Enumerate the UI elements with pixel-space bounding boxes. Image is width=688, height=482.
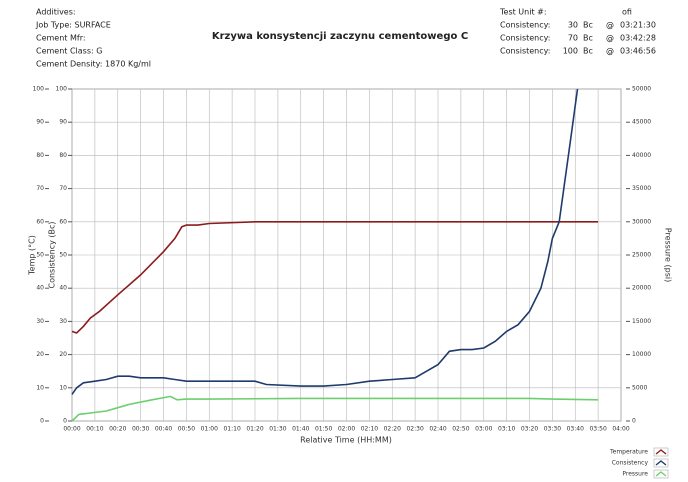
x-tick-label: 03:10	[498, 426, 515, 433]
consistency-value: 30	[568, 21, 578, 30]
series-line	[71, 395, 599, 422]
y-tick-label-inner: 40	[59, 285, 67, 292]
x-tick-label: 01:40	[292, 426, 309, 433]
x-tick-label: 03:30	[544, 426, 561, 433]
consistency-at: @	[606, 47, 614, 56]
y-tick-label: 80	[36, 152, 44, 159]
x-tick-label: 03:40	[567, 426, 584, 433]
y2-tick-label: 20000	[632, 285, 651, 292]
x-tick-label: 00:00	[63, 426, 80, 433]
y2-tick-label: 0	[632, 418, 636, 425]
y-axis-label-inner: Consistency (Bc)	[48, 221, 57, 288]
y-tick-label: 90	[36, 119, 44, 126]
header-field: Additives:	[36, 8, 76, 17]
x-tick-label: 01:30	[269, 426, 286, 433]
x-tick-label: 03:20	[521, 426, 538, 433]
x-tick-label: 04:00	[612, 426, 629, 433]
y2-tick-label: 35000	[632, 185, 651, 192]
consistency-time: 03:46:56	[620, 47, 656, 56]
y2-tick-label: 15000	[632, 318, 651, 325]
consistency-at: @	[606, 34, 614, 43]
y-tick-label: 30	[36, 318, 44, 325]
y-tick-label-inner: 70	[59, 185, 67, 192]
legend-label: Temperature	[609, 449, 648, 456]
y2-tick-label: 5000	[632, 384, 647, 391]
header-field: Cement Class: G	[36, 47, 102, 56]
y-tick-label: 60	[36, 218, 44, 225]
consistency-time: 03:21:30	[620, 21, 656, 30]
x-tick-label: 00:30	[132, 426, 149, 433]
consistency-label: Consistency:	[500, 47, 550, 56]
consistency-unit: Bc	[583, 47, 593, 56]
legend-swatch	[653, 469, 669, 479]
chart-title: Krzywa konsystencji zaczynu cementowego …	[212, 31, 468, 42]
consistency-at: @	[606, 21, 614, 30]
y2-axis-label: Pressure (psi)	[664, 228, 673, 282]
consistency-label: Consistency:	[500, 21, 550, 30]
x-tick-label: 00:50	[178, 426, 195, 433]
y2-tick-label: 30000	[632, 218, 651, 225]
y-tick-label: 40	[36, 285, 44, 292]
x-tick-label: 02:20	[384, 426, 401, 433]
x-tick-label: 01:00	[201, 426, 218, 433]
legend-label: Consistency	[612, 460, 649, 467]
consistency-unit: Bc	[583, 21, 593, 30]
y-tick-label-inner: 50	[59, 252, 67, 259]
y-tick-label: 0	[40, 418, 44, 425]
y-tick-label-inner: 0	[63, 418, 67, 425]
header-field: Cement Density: 1870 Kg/ml	[36, 60, 151, 69]
x-tick-label: 02:50	[452, 426, 469, 433]
legend-swatch	[653, 458, 669, 468]
y-tick-label: 20	[36, 351, 44, 358]
legend-swatch	[653, 447, 669, 457]
y2-tick-label: 25000	[632, 252, 651, 259]
x-tick-label: 01:20	[246, 426, 263, 433]
y-tick-label-inner: 90	[59, 119, 67, 126]
y2-tick-label: 50000	[632, 86, 651, 93]
x-tick-label: 03:50	[589, 426, 606, 433]
x-tick-label: 01:10	[223, 426, 240, 433]
y-tick-label: 10	[36, 384, 44, 391]
legend-label: Pressure	[622, 471, 648, 478]
test-unit-label: Test Unit #:	[499, 8, 547, 17]
x-tick-label: 00:20	[109, 426, 126, 433]
x-tick-label: 03:00	[475, 426, 492, 433]
y-tick-label-inner: 100	[56, 86, 68, 93]
y-tick-label-inner: 20	[59, 351, 67, 358]
series-line	[71, 221, 599, 334]
legend-icon	[655, 449, 667, 455]
y-tick-label-inner: 60	[59, 218, 67, 225]
x-tick-label: 02:10	[361, 426, 378, 433]
y-tick-label-inner: 30	[59, 318, 67, 325]
x-axis-label: Relative Time (HH:MM)	[300, 436, 392, 445]
y2-tick-label: 45000	[632, 119, 651, 126]
series-line	[71, 88, 579, 395]
x-tick-label: 02:30	[406, 426, 423, 433]
consistency-time: 03:42:28	[620, 34, 656, 43]
y2-tick-label: 40000	[632, 152, 651, 159]
y2-tick-label: 10000	[632, 351, 651, 358]
x-tick-label: 00:40	[155, 426, 172, 433]
consistency-unit: Bc	[583, 34, 593, 43]
x-tick-label: 00:10	[86, 426, 103, 433]
consistency-value: 100	[563, 47, 578, 56]
x-tick-label: 02:40	[429, 426, 446, 433]
header-field: Job Type: SURFACE	[35, 21, 111, 30]
x-tick-label: 01:50	[315, 426, 332, 433]
y-tick-label-inner: 80	[59, 152, 67, 159]
y-tick-label-inner: 10	[59, 384, 67, 391]
x-tick-label: 02:00	[338, 426, 355, 433]
consistency-value: 70	[568, 34, 578, 43]
y-tick-label: 50	[36, 252, 44, 259]
y-axis-label: Temp (°C)	[28, 235, 37, 276]
y-tick-label: 100	[33, 86, 45, 93]
consistency-label: Consistency:	[500, 34, 550, 43]
header-field: Cement Mfr:	[36, 34, 86, 43]
legend-icon	[655, 471, 667, 477]
y-tick-label: 70	[36, 185, 44, 192]
test-unit: ofi	[622, 8, 632, 17]
legend-icon	[655, 460, 667, 466]
